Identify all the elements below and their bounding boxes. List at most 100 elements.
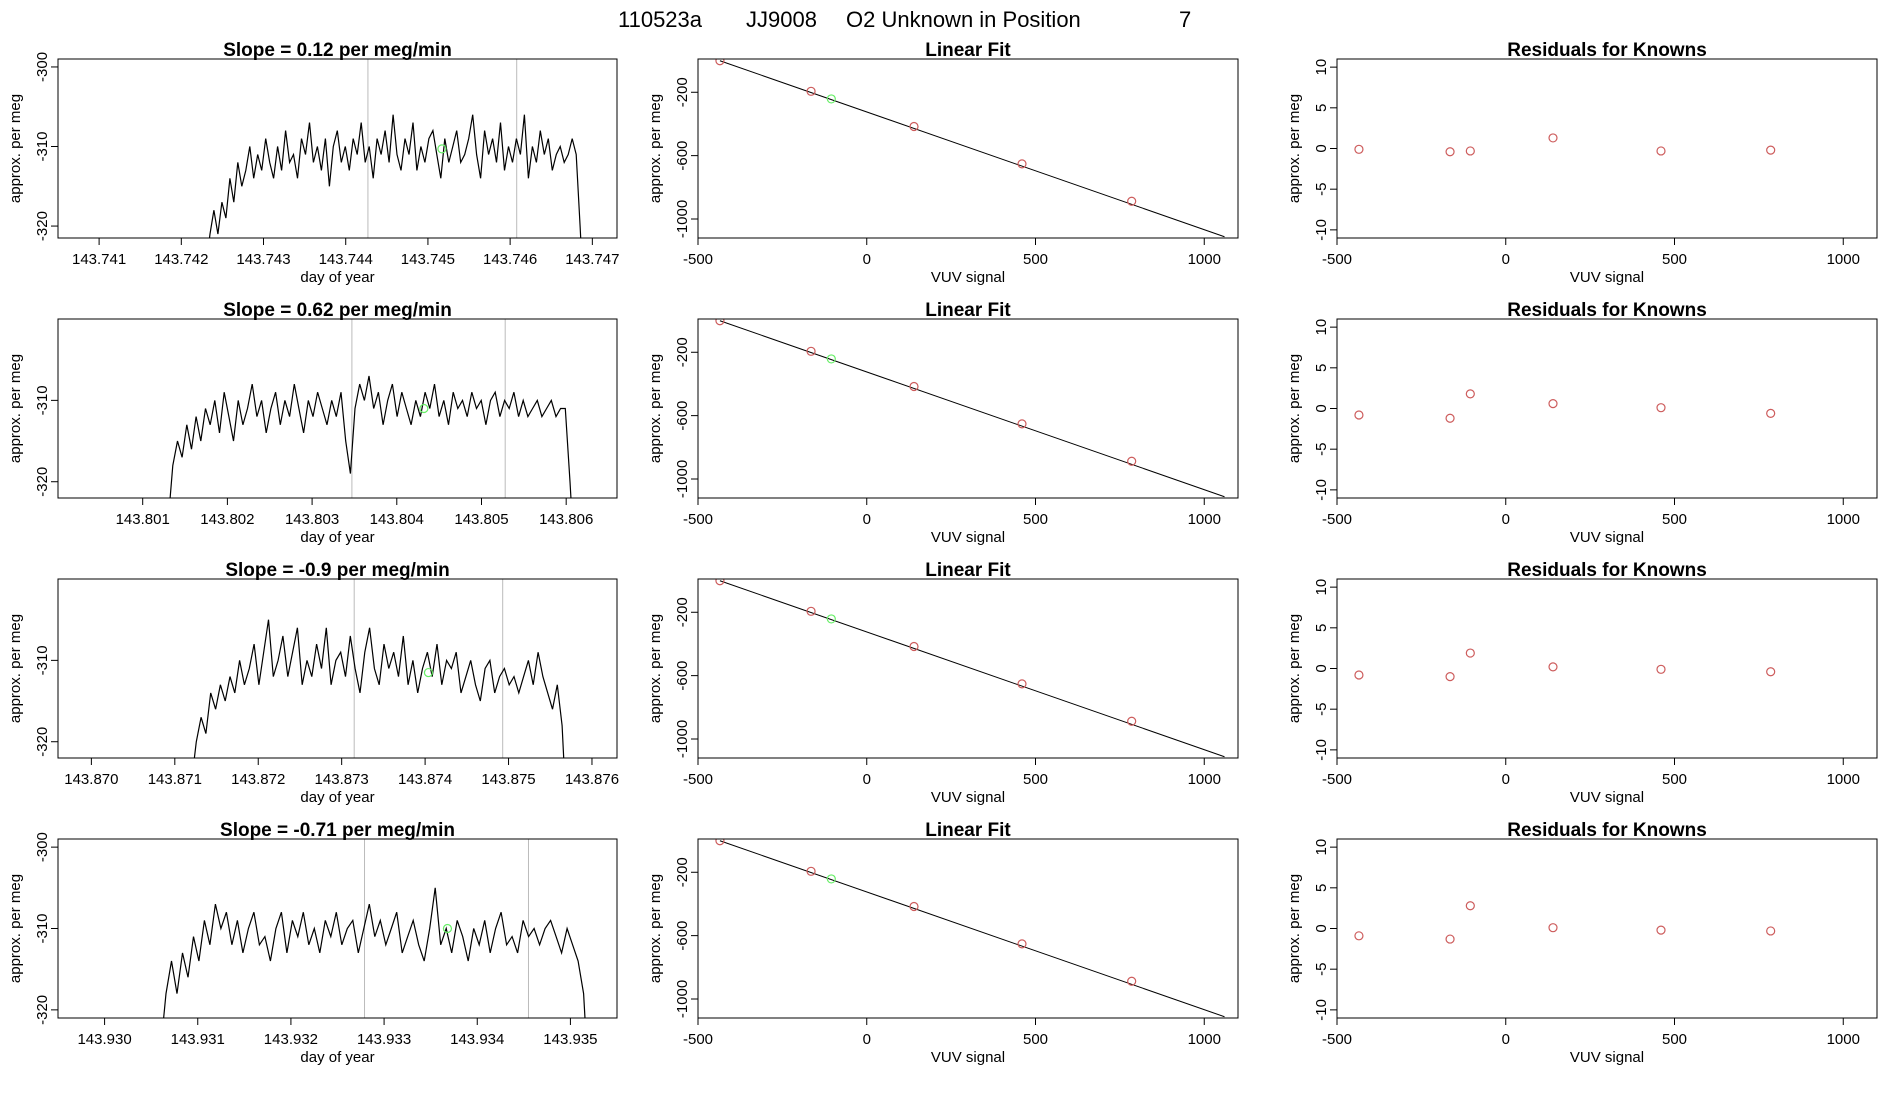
x-tick-label: 1000	[1827, 771, 1860, 788]
y-tick-label: -200	[674, 337, 691, 367]
x-tick-label: 143.935	[543, 1031, 597, 1048]
y-tick-label: 10	[1313, 59, 1330, 76]
x-tick-label: 143.804	[370, 511, 424, 528]
x-tick-label: 1000	[1188, 771, 1221, 788]
x-axis-label: VUV signal	[1570, 269, 1644, 286]
residual-point	[1656, 146, 1666, 156]
panel-title: Residuals for Knowns	[1507, 560, 1707, 581]
x-tick-label: 1000	[1827, 511, 1860, 528]
x-tick-label: 143.930	[77, 1031, 131, 1048]
residual-point	[1445, 934, 1455, 944]
x-tick-label: 500	[1662, 251, 1687, 268]
residual-point	[1548, 923, 1558, 933]
known-point	[1127, 456, 1137, 466]
plot-frame	[697, 838, 1239, 1019]
residual-point	[1656, 403, 1666, 413]
x-axis-label: VUV signal	[931, 529, 1005, 546]
fit-line	[719, 580, 1225, 758]
y-tick-label: -10	[1313, 999, 1330, 1021]
unknown-point	[826, 354, 836, 364]
x-tick-label: -500	[1322, 1031, 1352, 1048]
y-axis-label: approx. per meg	[1286, 874, 1303, 983]
residual-point	[1656, 664, 1666, 674]
panel-title: Slope = -0.71 per meg/min	[220, 820, 455, 841]
x-tick-label: 143.871	[148, 771, 202, 788]
y-tick-label: -600	[674, 141, 691, 171]
panel-grid: Slope = 0.12 per meg/min 143.741 143.742 14…	[7, 40, 1878, 1066]
fit-line	[719, 840, 1225, 1018]
x-tick-label: 143.933	[357, 1031, 411, 1048]
x-axis-label: day of year	[300, 269, 374, 286]
y-tick-label: -600	[674, 661, 691, 691]
x-tick-label: -500	[683, 511, 713, 528]
panel-title: Linear Fit	[925, 820, 1011, 841]
x-tick-label: 500	[1662, 1031, 1687, 1048]
known-point	[715, 839, 725, 846]
x-axis-label: VUV signal	[931, 1049, 1005, 1066]
x-tick-label: -500	[683, 771, 713, 788]
y-tick-label: -320	[34, 727, 51, 757]
x-tick-label: -500	[1322, 511, 1352, 528]
x-tick-label: 143.741	[72, 251, 126, 268]
known-point	[909, 121, 919, 132]
x-tick-label: 143.934	[450, 1031, 504, 1048]
y-tick-label: -310	[34, 645, 51, 675]
x-tick-label: 500	[1662, 771, 1687, 788]
plot-area	[208, 59, 582, 238]
residual-point	[1354, 410, 1364, 420]
y-tick-label: -200	[674, 77, 691, 107]
y-axis-label: approx. per meg	[647, 94, 664, 203]
suptitle-position: 7	[1179, 7, 1191, 32]
y-tick-label: 10	[1313, 839, 1330, 856]
x-tick-label: 1000	[1188, 1031, 1221, 1048]
y-tick-label: -300	[34, 52, 51, 82]
y-tick-label: -310	[34, 385, 51, 415]
y-tick-label: -200	[674, 597, 691, 627]
x-axis-label: day of year	[300, 789, 374, 806]
plot-area	[1354, 389, 1776, 423]
known-point	[909, 381, 919, 392]
x-tick-label: 143.747	[565, 251, 619, 268]
y-tick-label: -5	[1313, 443, 1330, 456]
x-tick-label: 0	[1502, 1031, 1510, 1048]
unknown-point	[437, 144, 447, 154]
panel-r0-c2: Residuals for Knowns -500 0 500 1000 -10 -5 0 5 1…	[1286, 40, 1878, 286]
fit-line	[719, 60, 1225, 238]
suptitle-description: O2 Unknown in Position	[846, 7, 1081, 32]
x-tick-label: 143.870	[64, 771, 118, 788]
plot-area	[1354, 648, 1776, 682]
trace-line	[169, 375, 572, 498]
plot-area	[1354, 901, 1776, 944]
y-axis-label: approx. per meg	[7, 94, 24, 203]
panel-r0-c1: Linear Fit -500 0 500 1000 -200 -600 -1000 VUV s…	[647, 40, 1239, 286]
plot-frame	[697, 578, 1239, 759]
plot-area	[193, 579, 565, 758]
x-tick-label: 143.932	[264, 1031, 318, 1048]
panel-r0-c0: Slope = 0.12 per meg/min 143.741 143.742 14…	[7, 40, 619, 286]
x-tick-label: 143.806	[539, 511, 593, 528]
residual-point	[1465, 389, 1475, 399]
plot-frame	[697, 58, 1239, 239]
known-point	[1127, 716, 1137, 726]
x-tick-label: 143.802	[200, 511, 254, 528]
x-axis-label: VUV signal	[1570, 529, 1644, 546]
plot-area	[715, 319, 1225, 498]
panel-r3-c2: Residuals for Knowns -500 0 500 1000 -10 -5 0 5 1…	[1286, 820, 1878, 1066]
y-tick-label: -5	[1313, 703, 1330, 716]
x-tick-label: 0	[1502, 511, 1510, 528]
plot-area	[715, 59, 1225, 238]
residual-point	[1548, 399, 1558, 409]
x-tick-label: 500	[1023, 251, 1048, 268]
plot-frame	[1336, 318, 1878, 499]
trace-line	[163, 887, 586, 1018]
y-tick-label: 5	[1313, 364, 1330, 372]
x-tick-label: 1000	[1188, 511, 1221, 528]
y-tick-label: 0	[1313, 924, 1330, 932]
x-tick-label: 1000	[1827, 1031, 1860, 1048]
unknown-point	[826, 874, 836, 884]
suptitle-run-id: 110523a	[618, 7, 703, 32]
x-tick-label: 143.875	[481, 771, 535, 788]
plot-frame	[1336, 578, 1878, 759]
x-axis-label: VUV signal	[931, 269, 1005, 286]
y-tick-label: 0	[1313, 144, 1330, 152]
